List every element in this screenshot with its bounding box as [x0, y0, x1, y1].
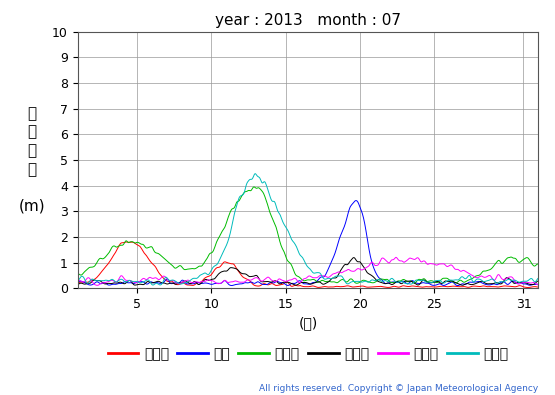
Line: 石廀崎: 石廀崎 [78, 187, 538, 283]
石廀崎 [354, 281, 360, 286]
唐桑 [288, 281, 295, 286]
屋久島 [272, 201, 279, 206]
経ヶ尌 [288, 281, 295, 286]
屋久島 [290, 239, 296, 244]
生月島 [392, 255, 399, 260]
石廀崎 [417, 277, 424, 282]
屋久島 [251, 171, 258, 176]
経ヶ尌 [76, 281, 83, 286]
唐桑 [353, 198, 360, 203]
上ノ国 [524, 285, 531, 290]
Legend: 上ノ国, 唐桑, 石廀崎, 経ヶ尌, 生月島, 屋久島: 上ノ国, 唐桑, 石廀崎, 経ヶ尌, 生月島, 屋久島 [102, 342, 514, 367]
屋久島 [406, 282, 413, 286]
屋久島 [76, 276, 83, 281]
Title: year : 2013   month : 07: year : 2013 month : 07 [215, 13, 401, 28]
石廀崎 [535, 262, 542, 267]
屋久島 [417, 278, 424, 283]
経ヶ尌 [460, 283, 466, 288]
唐桑 [406, 281, 412, 286]
Line: 唐桑: 唐桑 [78, 201, 538, 286]
石廀崎 [289, 264, 296, 269]
経ヶ尌 [406, 279, 412, 284]
唐桑 [535, 282, 542, 286]
石廀崎 [74, 271, 81, 276]
生月島 [289, 277, 296, 282]
上ノ国 [74, 280, 81, 285]
Text: 有
義
波
高

(m): 有 義 波 高 (m) [18, 106, 45, 214]
屋久島 [74, 279, 81, 284]
上ノ国 [123, 240, 130, 245]
石廀崎 [271, 222, 278, 226]
屋久島 [149, 283, 156, 288]
屋久島 [535, 276, 542, 280]
石廀崎 [139, 242, 145, 246]
上ノ国 [406, 284, 412, 289]
石廀崎 [250, 184, 257, 189]
唐桑 [139, 279, 145, 284]
上ノ国 [535, 285, 542, 290]
生月島 [76, 278, 83, 283]
経ヶ尌 [350, 255, 357, 260]
Line: 生月島: 生月島 [78, 258, 538, 285]
生月島 [139, 276, 146, 281]
唐桑 [455, 283, 461, 288]
Line: 上ノ国: 上ノ国 [78, 242, 538, 288]
石廀崎 [406, 279, 413, 284]
上ノ国 [289, 284, 296, 289]
屋久島 [139, 280, 145, 285]
経ヶ尌 [535, 278, 542, 283]
X-axis label: (日): (日) [299, 317, 317, 331]
経ヶ尌 [74, 282, 81, 287]
経ヶ尌 [271, 278, 278, 283]
唐桑 [74, 280, 81, 284]
経ヶ尌 [139, 282, 145, 287]
上ノ国 [139, 248, 146, 253]
Line: 屋久島: 屋久島 [78, 174, 538, 285]
上ノ国 [76, 280, 83, 285]
生月島 [535, 282, 542, 287]
生月島 [417, 259, 424, 264]
上ノ国 [271, 283, 278, 288]
Line: 経ヶ尌: 経ヶ尌 [78, 258, 538, 285]
生月島 [94, 283, 101, 288]
上ノ国 [417, 284, 423, 289]
生月島 [74, 278, 81, 283]
経ヶ尌 [417, 281, 423, 286]
唐桑 [271, 280, 278, 285]
唐桑 [76, 279, 83, 284]
生月島 [406, 256, 413, 261]
生月島 [271, 279, 278, 284]
Text: All rights reserved. Copyright © Japan Meteorological Agency: All rights reserved. Copyright © Japan M… [259, 384, 538, 393]
唐桑 [417, 281, 423, 286]
石廀崎 [76, 272, 83, 277]
